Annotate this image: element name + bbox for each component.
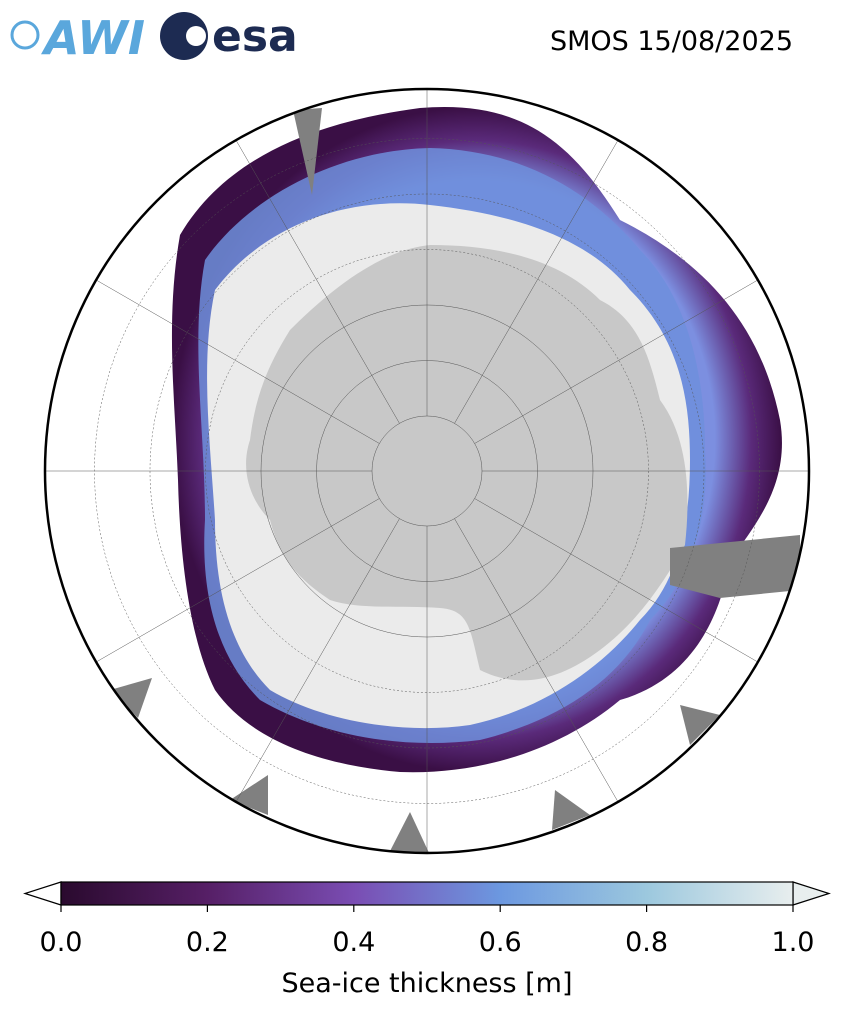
esa-logo: esa [160, 11, 298, 62]
land-mask [110, 678, 152, 718]
meridian [474, 279, 758, 444]
meridian [96, 279, 380, 444]
land-mask [388, 812, 430, 853]
colorbar-label: Sea-ice thickness [m] [281, 968, 572, 999]
awi-globe [10, 20, 40, 50]
land-mask [552, 790, 590, 830]
colorbar-tick-label: 0.2 [186, 927, 229, 958]
continent [246, 245, 688, 681]
land-mask [670, 535, 800, 598]
land-mask [680, 705, 720, 745]
colorbar-tick-label: 0.6 [479, 927, 522, 958]
colorbar-extend-low [23, 881, 62, 906]
meridian [235, 140, 400, 424]
awi-text: AWI [41, 11, 145, 65]
meridian [235, 518, 400, 802]
meridian [454, 140, 619, 424]
colorbar-extend-high [792, 881, 831, 906]
meridian [454, 518, 619, 802]
colorbar-tick-label: 1.0 [772, 927, 815, 958]
colorbar [23, 881, 831, 912]
colorbar-tick-label: 0.8 [625, 927, 668, 958]
meridian [474, 498, 758, 663]
graticule [45, 89, 809, 853]
esa-emblem-inner [186, 26, 206, 46]
colorbar-tick-label: 0.0 [40, 927, 83, 958]
map-border [43, 87, 811, 855]
meridian [96, 498, 380, 663]
colorbar-tick-label: 0.4 [332, 927, 375, 958]
title: SMOS 15/08/2025 [550, 26, 793, 57]
colorbar-ramp [60, 881, 794, 906]
esa-text: esa [212, 11, 298, 62]
map [45, 89, 809, 853]
esa-emblem [160, 12, 208, 60]
land-mask [230, 775, 268, 815]
land-mask [293, 108, 322, 195]
awi-logo: AWI [10, 11, 145, 65]
